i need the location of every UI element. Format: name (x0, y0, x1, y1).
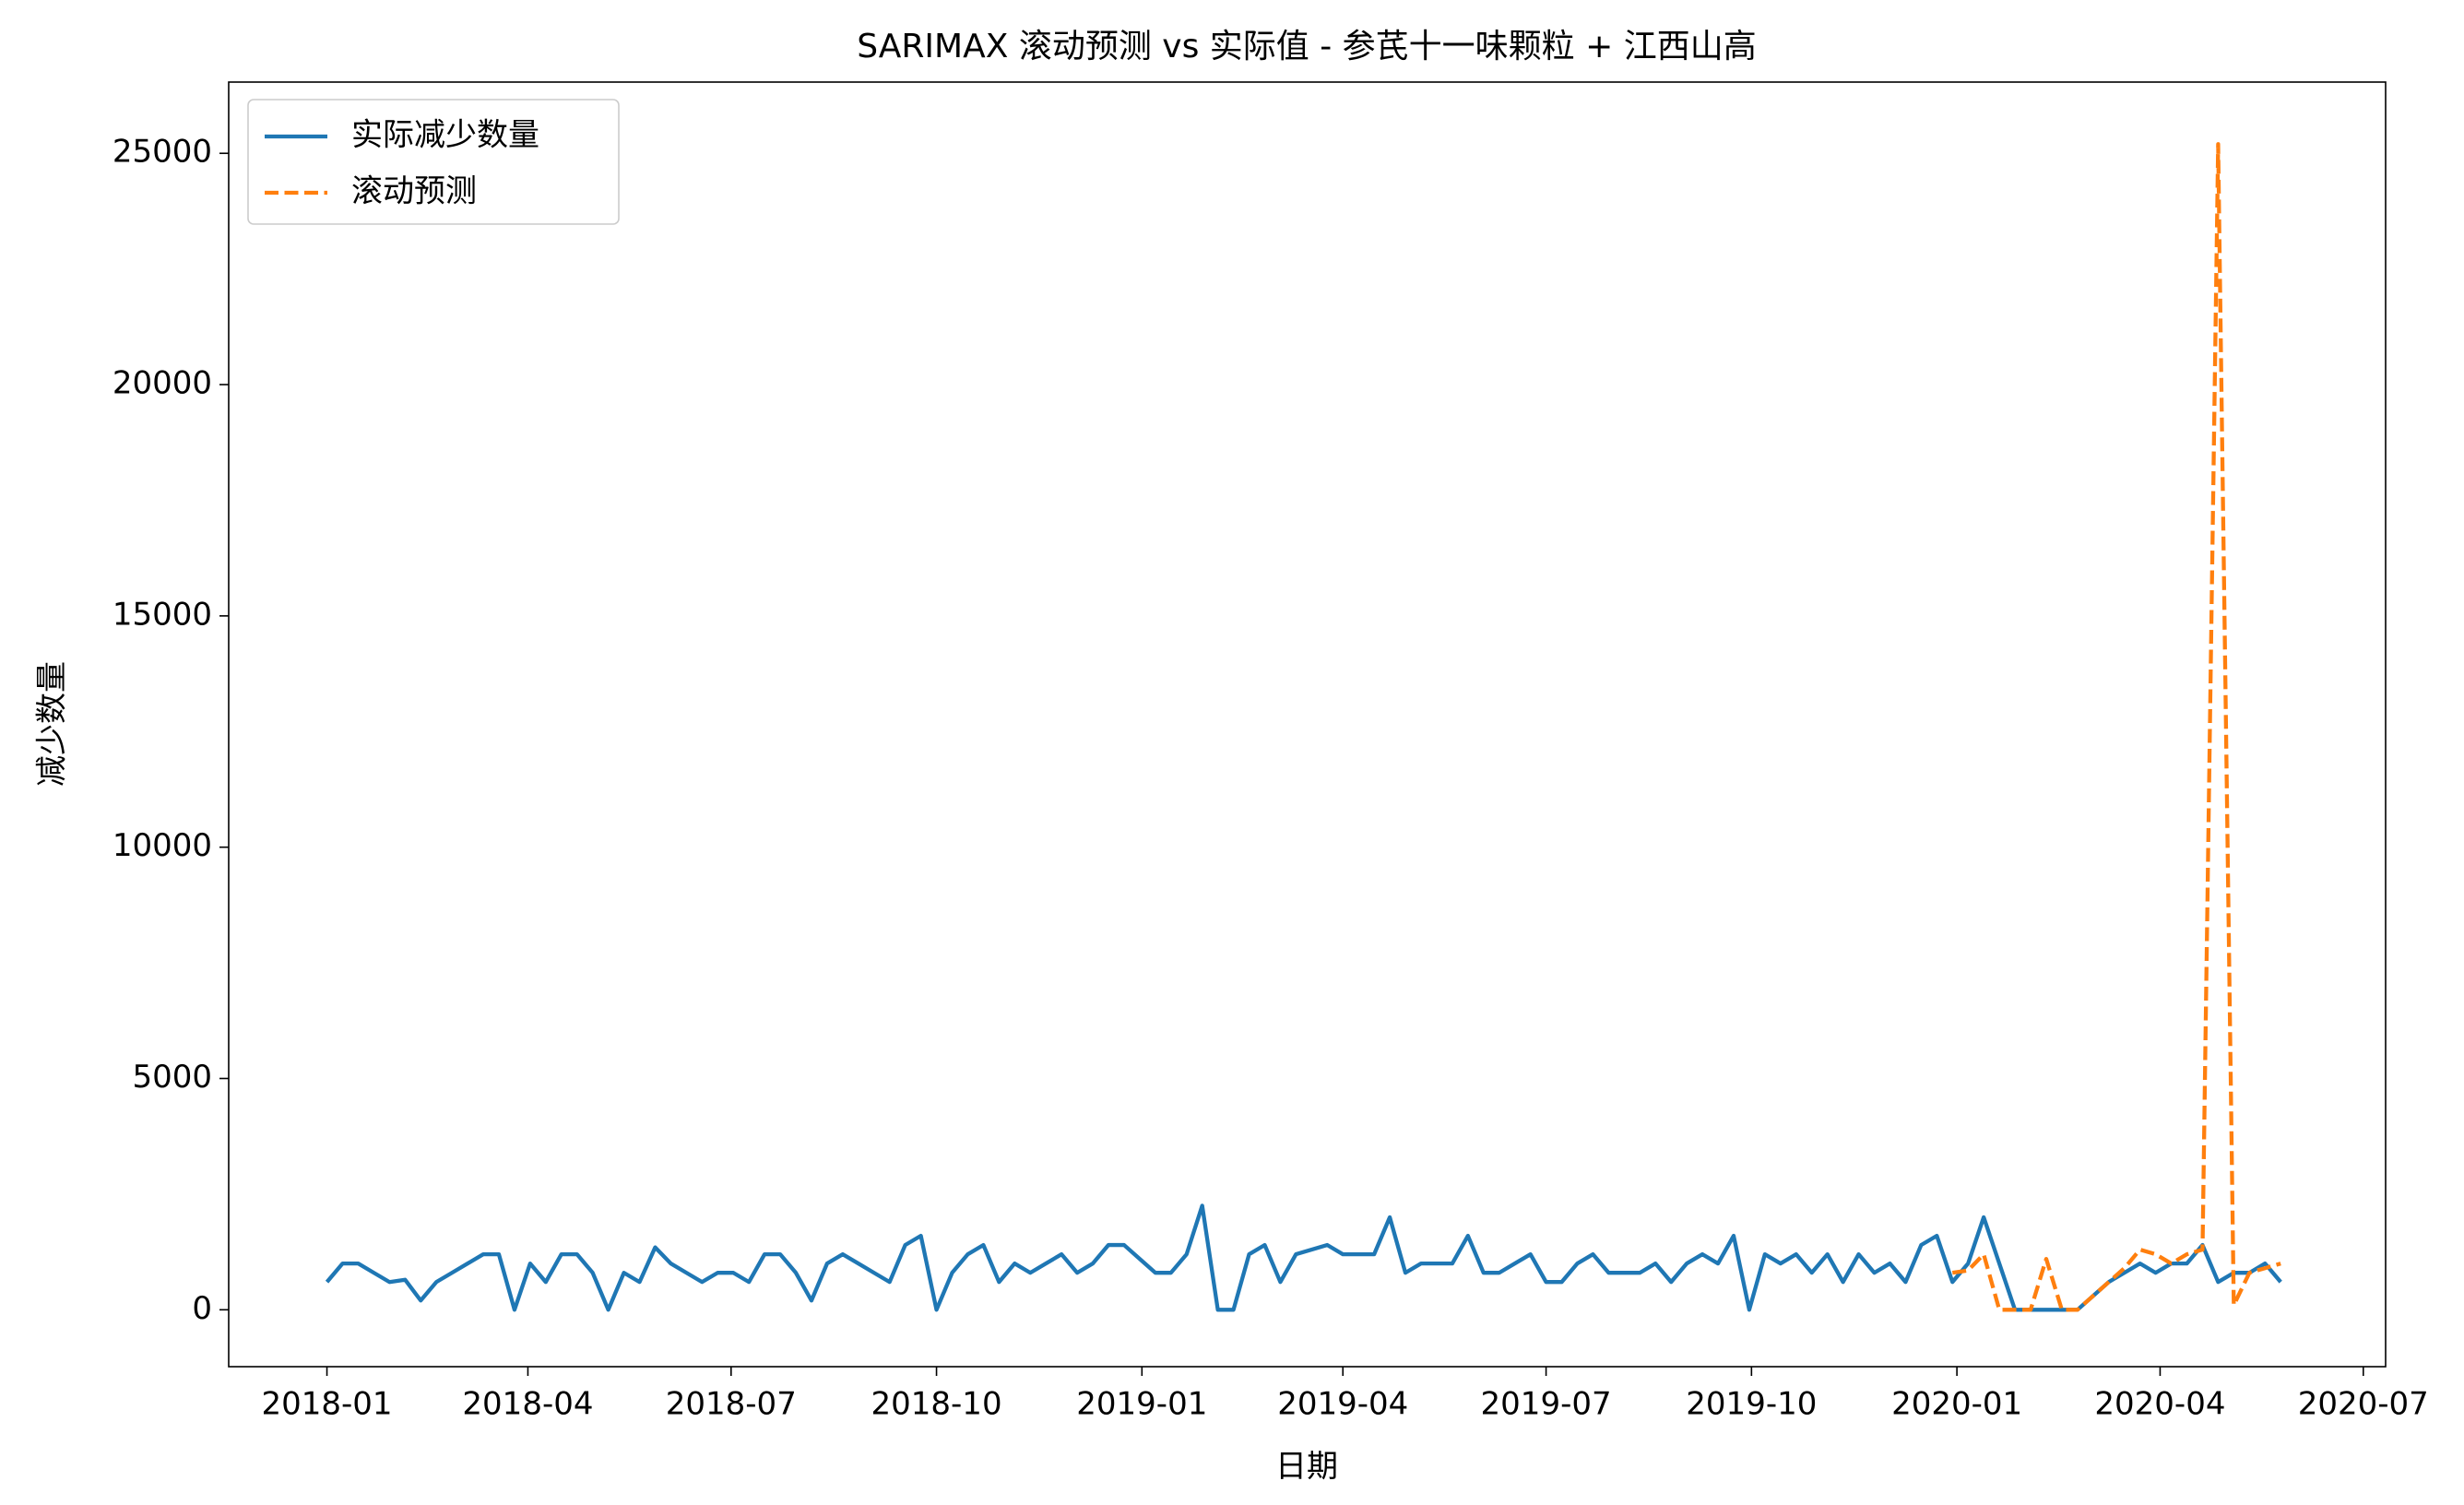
x-tick-label: 2019-04 (1277, 1386, 1408, 1423)
y-tick-label: 10000 (113, 827, 212, 864)
x-tick-label: 2018-07 (666, 1386, 797, 1423)
series-line (325, 1203, 2282, 1312)
legend-box (247, 99, 620, 225)
y-tick-label: 20000 (113, 365, 212, 402)
y-tick-label: 5000 (132, 1059, 212, 1096)
x-tick-label: 2018-04 (462, 1386, 593, 1423)
legend-label: 滚动预测 (351, 173, 477, 210)
x-axis-label: 日期 (1275, 1449, 1338, 1486)
x-tick-label: 2018-01 (262, 1386, 393, 1423)
legend-label: 实际减少数量 (351, 117, 539, 154)
x-tick-label: 2019-01 (1076, 1386, 1207, 1423)
series-line (1951, 142, 2281, 1312)
chart-title: SARIMAX 滚动预测 vs 实际值 - 参芪十一味颗粒 + 江西山高 (857, 28, 1756, 65)
y-tick-label: 15000 (113, 596, 212, 633)
y-axis-label: 减少数量 (34, 661, 71, 787)
x-tick-label: 2020-01 (1891, 1386, 2022, 1423)
x-tick-label: 2020-07 (2298, 1386, 2429, 1423)
x-tick-label: 2019-10 (1686, 1386, 1817, 1423)
y-tick-label: 25000 (113, 134, 212, 171)
x-tick-label: 2018-10 (871, 1386, 1002, 1423)
x-tick-label: 2020-04 (2094, 1386, 2225, 1423)
plot-frame (228, 81, 2387, 1368)
x-tick-label: 2019-07 (1481, 1386, 1612, 1423)
y-tick-label: 0 (192, 1290, 212, 1327)
